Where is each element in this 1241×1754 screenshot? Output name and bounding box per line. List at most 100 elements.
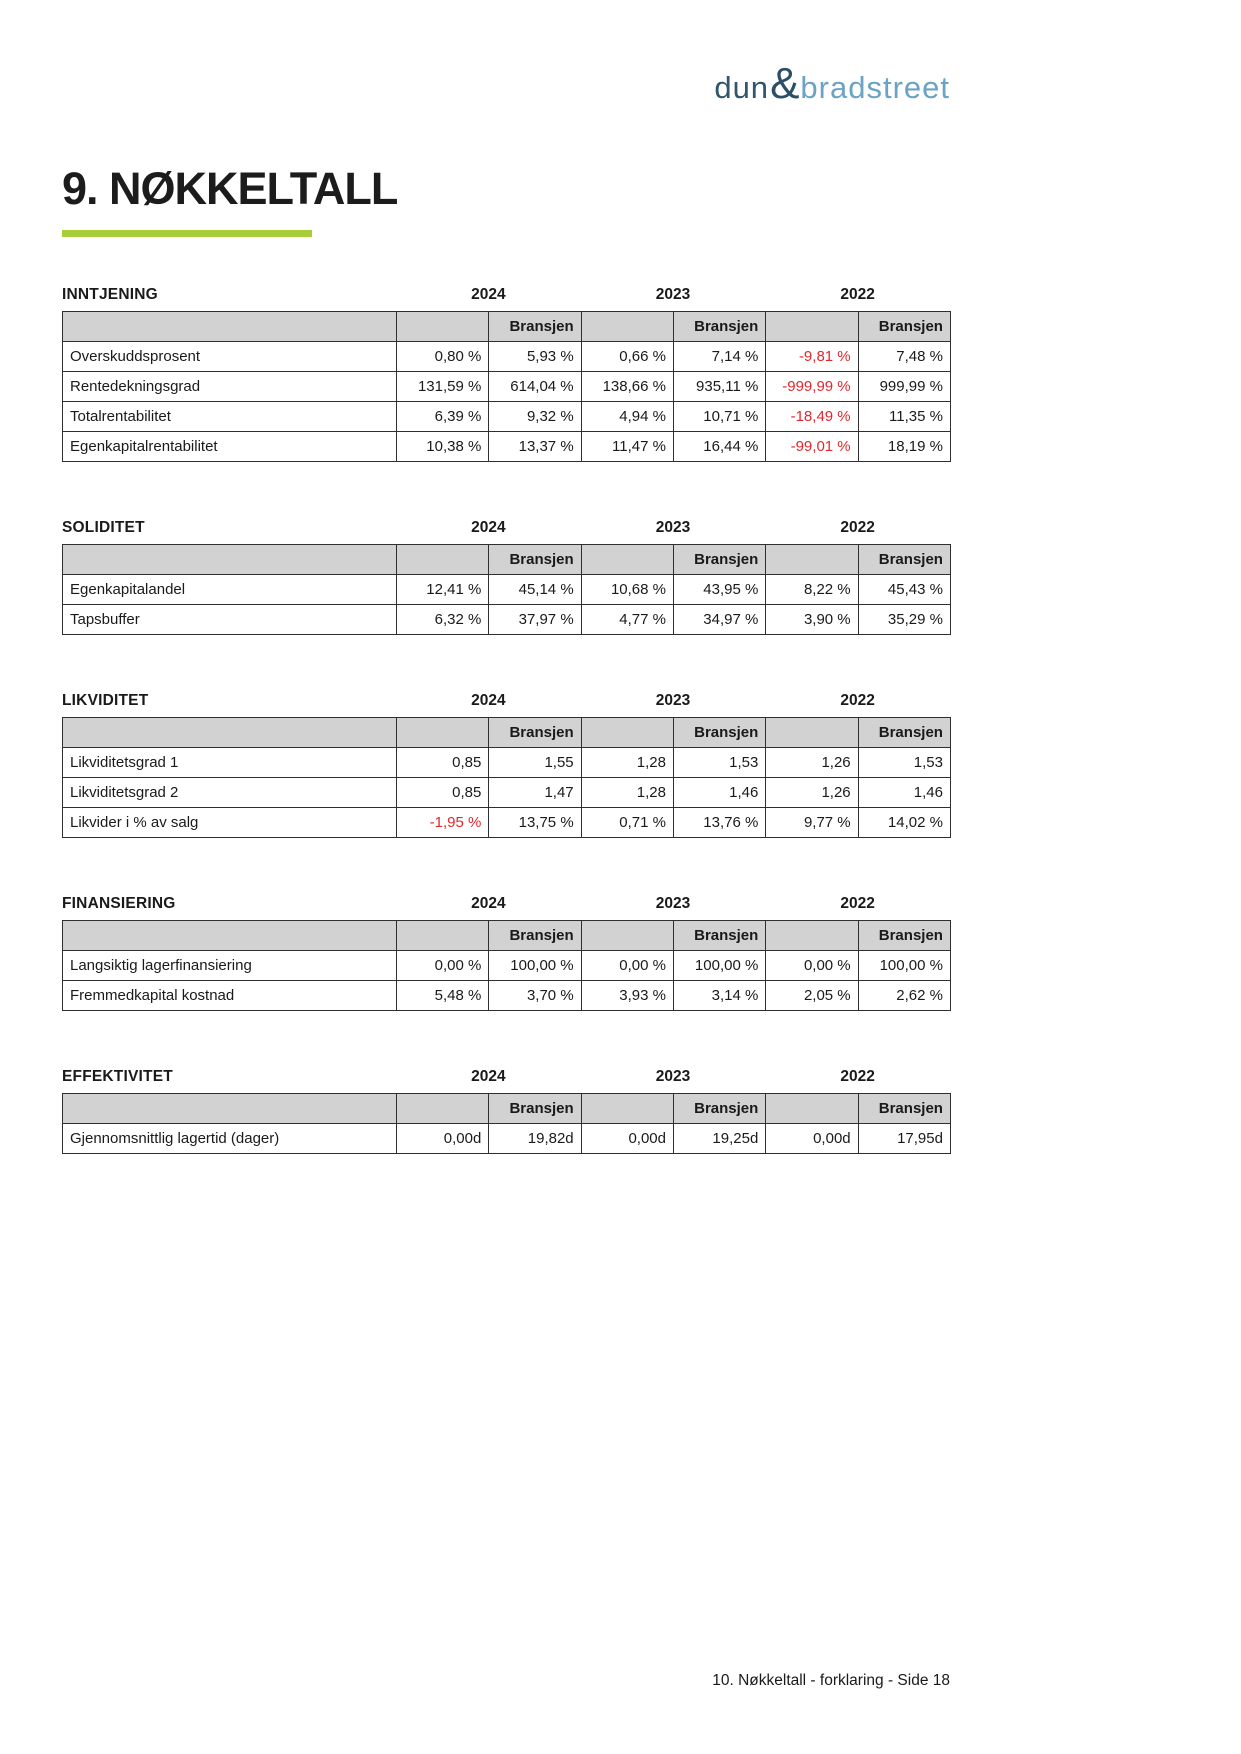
- year-label: 2023: [655, 1068, 691, 1085]
- header-blank-cell: [765, 311, 859, 342]
- bransjen-header-cell: Bransjen: [488, 717, 582, 748]
- value-cell: 0,80 %: [395, 341, 490, 372]
- bransjen-header-cell: Bransjen: [672, 717, 767, 748]
- value-cell: 100,00 %: [672, 950, 767, 981]
- value-cell: 7,48 %: [857, 341, 951, 372]
- kpi-section: EFFEKTIVITET 2024 2023 2022 Bransjen Bransj…: [62, 1068, 951, 1154]
- table-row: Langsiktig lagerfinansiering 0,00 % 100,00…: [62, 950, 951, 981]
- row-label-cell: Rentedekningsgrad: [62, 371, 397, 402]
- section-head: FINANSIERING 2024 2023 2022: [62, 895, 950, 913]
- table-row: Rentedekningsgrad 131,59 % 614,04 % 138,66 …: [62, 371, 951, 402]
- section-title: EFFEKTIVITET: [62, 1068, 173, 1085]
- year-label: 2022: [840, 692, 875, 709]
- table-row: Fremmedkapital kostnad 5,48 % 3,70 % 3,93 %…: [62, 980, 951, 1011]
- year-label: 2022: [840, 1068, 875, 1085]
- section-head: EFFEKTIVITET 2024 2023 2022: [62, 1068, 950, 1086]
- row-label-cell: Tapsbuffer: [62, 604, 397, 635]
- bransjen-header-cell: Bransjen: [488, 544, 582, 575]
- value-cell: 131,59 %: [395, 371, 490, 402]
- value-cell: 999,99 %: [857, 371, 951, 402]
- section-title: FINANSIERING: [62, 895, 176, 912]
- value-cell: 138,66 %: [580, 371, 674, 402]
- header-blank-cell: [395, 920, 490, 951]
- value-cell: 1,26: [765, 747, 859, 778]
- value-cell: 3,90 %: [765, 604, 859, 635]
- row-label-cell: Likvider i % av salg: [62, 807, 397, 838]
- value-cell: 1,46: [672, 777, 767, 808]
- dun-bradstreet-logo: dun & bradstreet: [714, 62, 950, 106]
- kpi-table: Bransjen Bransjen Bransjen Overskuddsprosen…: [62, 311, 951, 462]
- section-head: LIKVIDITET 2024 2023 2022: [62, 692, 950, 710]
- value-cell: 12,41 %: [395, 574, 490, 605]
- value-cell: -18,49 %: [765, 401, 859, 432]
- header-blank-cell: [395, 1093, 490, 1124]
- title-underline-bar: [62, 230, 312, 237]
- value-cell: 11,35 %: [857, 401, 951, 432]
- value-cell: 5,93 %: [488, 341, 582, 372]
- value-cell: 1,55: [488, 747, 582, 778]
- value-cell: 6,32 %: [395, 604, 490, 635]
- kpi-table: Bransjen Bransjen Bransjen Gjennomsnittlig …: [62, 1093, 951, 1154]
- value-cell: 0,00 %: [580, 950, 674, 981]
- bransjen-header-cell: Bransjen: [672, 311, 767, 342]
- value-cell: 19,82d: [488, 1123, 582, 1154]
- logo-bradstreet-text: bradstreet: [800, 69, 950, 105]
- row-label-cell: Likviditetsgrad 1: [62, 747, 397, 778]
- kpi-table: Bransjen Bransjen Bransjen Likviditetsgrad …: [62, 717, 951, 838]
- value-cell: 8,22 %: [765, 574, 859, 605]
- year-label: 2024: [471, 519, 506, 536]
- value-cell: 6,39 %: [395, 401, 490, 432]
- row-label-cell: Overskuddsprosent: [62, 341, 397, 372]
- value-cell: 18,19 %: [857, 431, 951, 462]
- header-blank-cell: [765, 717, 859, 748]
- kpi-section: SOLIDITET 2024 2023 2022 Bransjen Bransjen B…: [62, 519, 951, 635]
- bransjen-header-cell: Bransjen: [857, 544, 951, 575]
- value-cell: -1,95 %: [395, 807, 490, 838]
- table-row: Tapsbuffer 6,32 % 37,97 % 4,77 % 34,97 % 3,90…: [62, 604, 951, 635]
- value-cell: 10,38 %: [395, 431, 490, 462]
- value-cell: 5,48 %: [395, 980, 490, 1011]
- value-cell: 100,00 %: [857, 950, 951, 981]
- header-blank-cell: [580, 544, 674, 575]
- header-blank-cell: [580, 717, 674, 748]
- value-cell: 1,47: [488, 777, 582, 808]
- page-title: 9. NØKKELTALL: [62, 163, 398, 214]
- kpi-table: Bransjen Bransjen Bransjen Egenkapitalandel…: [62, 544, 951, 635]
- kpi-section: LIKVIDITET 2024 2023 2022 Bransjen Bransjen…: [62, 692, 951, 838]
- value-cell: 1,53: [857, 747, 951, 778]
- value-cell: 45,43 %: [857, 574, 951, 605]
- header-blank-cell: [62, 311, 397, 342]
- value-cell: 3,93 %: [580, 980, 674, 1011]
- table-row: Overskuddsprosent 0,80 % 5,93 % 0,66 % 7,14 …: [62, 341, 951, 372]
- logo-ampersand-icon: &: [770, 59, 800, 108]
- value-cell: 0,85: [395, 777, 490, 808]
- value-cell: 7,14 %: [672, 341, 767, 372]
- page-footer: 10. Nøkkeltall - forklaring - Side 18: [712, 1672, 950, 1689]
- value-cell: -999,99 %: [765, 371, 859, 402]
- bransjen-header-cell: Bransjen: [857, 311, 951, 342]
- logo-dun-text: dun: [714, 69, 770, 105]
- header-blank-cell: [62, 544, 397, 575]
- value-cell: 0,85: [395, 747, 490, 778]
- table-row: Totalrentabilitet 6,39 % 9,32 % 4,94 % 10,71…: [62, 401, 951, 432]
- value-cell: 17,95d: [857, 1123, 951, 1154]
- value-cell: 1,28: [580, 747, 674, 778]
- year-label: 2023: [655, 286, 691, 303]
- section-head: SOLIDITET 2024 2023 2022: [62, 519, 950, 537]
- value-cell: 37,97 %: [488, 604, 582, 635]
- row-label-cell: Likviditetsgrad 2: [62, 777, 397, 808]
- header-blank-cell: [395, 717, 490, 748]
- kpi-table: Bransjen Bransjen Bransjen Langsiktig lager…: [62, 920, 951, 1011]
- value-cell: 1,28: [580, 777, 674, 808]
- value-cell: 1,53: [672, 747, 767, 778]
- value-cell: 9,32 %: [488, 401, 582, 432]
- header-blank-cell: [580, 1093, 674, 1124]
- value-cell: 45,14 %: [488, 574, 582, 605]
- table-header-row: Bransjen Bransjen Bransjen: [62, 1093, 951, 1124]
- value-cell: 2,62 %: [857, 980, 951, 1011]
- table-row: Likviditetsgrad 1 0,85 1,55 1,28 1,53 1,26 1,5…: [62, 747, 951, 778]
- year-label: 2024: [471, 1068, 506, 1085]
- value-cell: -99,01 %: [765, 431, 859, 462]
- value-cell: 11,47 %: [580, 431, 674, 462]
- header-blank-cell: [62, 920, 397, 951]
